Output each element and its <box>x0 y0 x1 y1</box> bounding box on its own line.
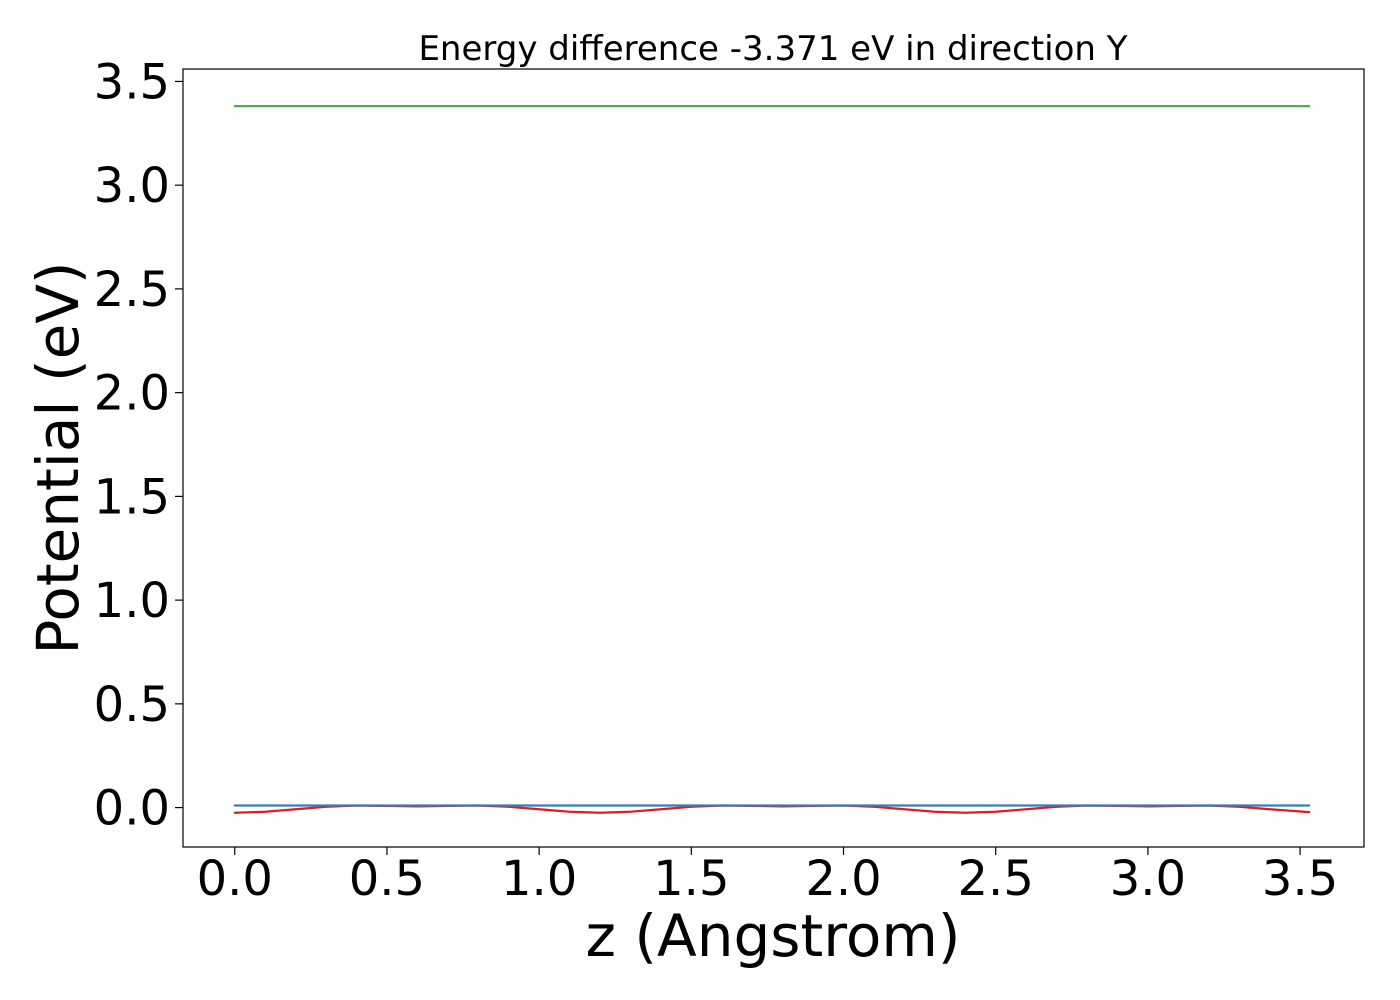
y-tick-label: 0.5 <box>94 677 170 733</box>
y-tick-label: 1.0 <box>94 573 170 629</box>
x-axis-label: z (Angstrom) <box>586 902 961 970</box>
y-tick-label: 0.0 <box>94 781 170 837</box>
plot-frame <box>182 68 1365 848</box>
x-tick-label: 0.5 <box>349 851 425 907</box>
series-layer <box>233 105 1311 814</box>
x-tick-label: 3.0 <box>1110 851 1186 907</box>
x-tick-label: 1.0 <box>501 851 577 907</box>
chart-title: Energy difference -3.371 eV in direction… <box>418 29 1127 69</box>
x-axis: 0.0 0.5 1.0 1.5 2.0 2.5 3.0 3.5 <box>197 847 1338 907</box>
y-tick-label: 3.0 <box>94 158 170 214</box>
y-tick-label: 2.5 <box>94 262 170 318</box>
y-axis: 0.0 0.5 1.0 1.5 2.0 2.5 3.0 3.5 <box>94 54 183 837</box>
x-tick-label: 2.5 <box>958 851 1034 907</box>
y-tick-label: 3.5 <box>94 54 170 110</box>
y-axis-label: Potential (eV) <box>24 261 92 654</box>
y-tick-label: 1.5 <box>94 469 170 525</box>
x-tick-label: 0.0 <box>197 851 273 907</box>
x-tick-label: 2.0 <box>805 851 881 907</box>
y-tick-label: 2.0 <box>94 366 170 422</box>
x-tick-label: 3.5 <box>1262 851 1338 907</box>
x-tick-label: 1.5 <box>653 851 729 907</box>
